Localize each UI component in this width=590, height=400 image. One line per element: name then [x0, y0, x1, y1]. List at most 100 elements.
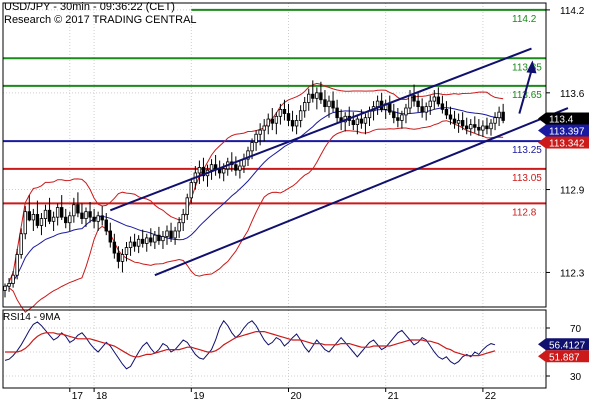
candle-body	[149, 237, 153, 243]
candle-5	[23, 206, 27, 240]
candle-112	[456, 113, 461, 133]
candle-121	[493, 112, 497, 131]
candle-92	[375, 95, 380, 115]
candle-body	[51, 216, 56, 222]
candle-body	[351, 120, 355, 125]
candle-17	[72, 197, 76, 223]
candle-123	[501, 103, 505, 124]
rsi-tag-rsi: 56.4127	[538, 338, 589, 351]
candle-39	[161, 231, 165, 249]
target-arrow-shaft	[518, 70, 533, 114]
candle-body	[68, 215, 72, 224]
candle-body	[39, 218, 44, 226]
candle-89	[363, 113, 368, 135]
candle-93	[379, 92, 384, 113]
candle-body	[11, 274, 15, 284]
candle-body	[477, 126, 481, 131]
candle-10	[43, 204, 48, 227]
candle-68	[278, 103, 283, 125]
level-label-3: 113.25	[512, 145, 542, 156]
candle-116	[473, 116, 477, 133]
candle-3	[15, 248, 19, 280]
candle-7	[31, 208, 36, 231]
candle-body	[234, 164, 238, 171]
candle-body	[35, 214, 40, 226]
price-tag-box	[538, 124, 589, 137]
price-tag-box	[538, 112, 589, 125]
rsi-tag-box	[538, 350, 589, 363]
candle-27	[112, 233, 117, 259]
candle-95	[388, 95, 392, 115]
candle-body	[307, 93, 311, 103]
candle-body	[485, 125, 489, 130]
rsi-series-ma	[5, 331, 496, 358]
level-label-5: 112.8	[512, 207, 537, 218]
candle-18	[76, 192, 80, 218]
level-label-2: 113.65	[512, 90, 542, 101]
candle-34	[140, 229, 145, 248]
time-tick-label-5: 22	[485, 391, 497, 400]
candle-106	[432, 90, 436, 110]
bollinger-upper	[8, 82, 504, 283]
candle-36	[149, 228, 153, 247]
candle-body	[31, 214, 36, 221]
candle-body	[132, 241, 137, 247]
candle-body	[27, 211, 31, 221]
candle-73	[298, 105, 303, 128]
candle-104	[424, 102, 428, 121]
candle-117	[477, 119, 481, 136]
price-tag-ma: 113.397	[538, 124, 589, 137]
level-label-1: 113.85	[512, 62, 542, 73]
candle-82	[335, 99, 339, 124]
price-tag-last: 113.4	[538, 112, 589, 125]
bollinger-bands	[4, 82, 504, 313]
candle-body	[432, 96, 436, 102]
candle-body	[436, 96, 441, 105]
candle-2	[11, 271, 15, 288]
time-tick-label-2: 19	[193, 391, 205, 400]
candle-12	[51, 211, 56, 231]
candle-72	[294, 114, 299, 135]
candle-100	[408, 90, 412, 114]
candle-55	[226, 157, 230, 176]
candle-body	[294, 120, 299, 127]
price-panel-frame	[2, 2, 547, 308]
target-arrow	[518, 60, 537, 114]
support-resistance-levels: 114.2 113.85 113.65 113.25 113.05 112.8	[3, 8, 546, 218]
candle-16	[68, 211, 72, 231]
candle-28	[116, 246, 121, 269]
candle-body	[501, 111, 505, 121]
candle-103	[420, 98, 424, 118]
bollinger-lower	[8, 120, 504, 313]
candle-body	[104, 219, 108, 232]
candle-body	[185, 197, 189, 215]
candle-31	[128, 236, 133, 256]
candle-85	[347, 106, 351, 126]
candle-body	[428, 100, 432, 108]
candle-body	[189, 182, 193, 199]
channel-lower	[154, 107, 569, 277]
candle-44	[181, 208, 185, 231]
candle-20	[84, 207, 88, 227]
chart-frame	[2, 2, 547, 389]
candle-122	[497, 106, 501, 126]
candle-body	[177, 222, 181, 232]
candle-107	[436, 87, 441, 107]
candle-body	[169, 230, 173, 239]
candle-body	[221, 168, 226, 174]
candle-body	[136, 238, 141, 247]
candle-80	[327, 95, 331, 118]
candle-body	[416, 100, 420, 108]
candle-body	[47, 209, 52, 222]
candle-body	[290, 120, 295, 127]
candle-96	[392, 103, 396, 124]
rsi-title: RSI14 - 9MA	[3, 312, 61, 323]
candle-body	[254, 133, 258, 143]
candle-body	[55, 207, 60, 218]
candle-105	[428, 95, 432, 115]
candle-114	[464, 117, 469, 135]
candle-body	[363, 117, 368, 124]
candle-4	[19, 228, 23, 259]
candle-body	[157, 234, 161, 242]
